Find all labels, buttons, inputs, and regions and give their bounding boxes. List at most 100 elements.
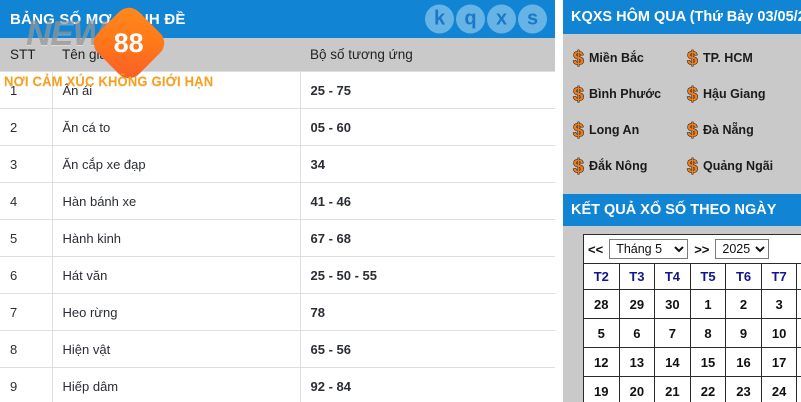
cell-stt: 5	[0, 219, 53, 257]
calendar-day-cell[interactable]: 16	[725, 347, 762, 377]
cell-numbers: 34	[300, 145, 555, 183]
svg-text:$: $	[573, 156, 584, 176]
dollar-icon: $	[571, 84, 586, 104]
calendar-day-cell[interactable]: 12	[583, 347, 620, 377]
weekday-header-t2: T2	[583, 263, 620, 290]
cell-numbers: 78	[300, 293, 555, 331]
svg-text:$: $	[573, 120, 584, 140]
marquee-slogan: NƠI CẢM XÚC KHÔNG GIỚI HẠN	[4, 73, 214, 89]
province-link-tp-hcm[interactable]: $ TP. HCM	[685, 48, 797, 68]
table-row: 3 Ăn cắp xe đạp 34	[0, 145, 555, 183]
cell-numbers: 25 - 75	[300, 71, 555, 109]
cell-numbers: 05 - 60	[300, 108, 555, 146]
calendar-day-cell[interactable]: 13	[618, 347, 656, 377]
table-row: 4 Hàn bánh xe 41 - 46	[0, 182, 555, 220]
calendar-day-cell[interactable]: 23	[725, 376, 762, 402]
calendar-day-cell[interactable]: 14	[654, 347, 691, 377]
province-label: Bình Phước	[589, 87, 662, 101]
year-select[interactable]: 2023202420252026	[715, 239, 770, 259]
kqxs-logo: k q x s	[425, 4, 547, 34]
province-label: Đà Nẵng	[703, 123, 754, 137]
calendar-day-cell[interactable]: 25	[796, 376, 801, 402]
cell-dream-name: Hiện vật	[52, 330, 301, 368]
next-month-button[interactable]: >>	[694, 241, 710, 257]
province-link-b-nh-ph-c[interactable]: $ Bình Phước	[571, 84, 683, 104]
prev-month-button[interactable]: <<	[588, 241, 604, 257]
weekday-header-t7: T7	[760, 263, 798, 290]
sidebar: KQXS HÔM QUA (Thứ Bảy 03/05/2025) $ Miền …	[563, 0, 801, 402]
calendar-day-cell[interactable]: 1	[689, 289, 727, 319]
calendar-weekday-row: T2T3T4T5T6T7CN	[583, 263, 801, 290]
dollar-icon: $	[571, 120, 586, 140]
cell-stt: 3	[0, 145, 53, 183]
dollar-icon-shape: $	[687, 120, 699, 140]
calendar-wrapper: << Tháng 1Tháng 2Tháng 3Tháng 4Tháng 5Th…	[563, 226, 801, 402]
cell-numbers: 65 - 56	[300, 330, 555, 368]
table-row: 5 Hành kinh 67 - 68	[0, 219, 555, 257]
province-link-mi-n-b-c[interactable]: $ Miền Bắc	[571, 48, 683, 68]
province-link-h-u-giang[interactable]: $ Hậu Giang	[685, 84, 797, 104]
cell-stt: 7	[0, 293, 53, 331]
cell-numbers: 67 - 68	[300, 219, 555, 257]
left-panel-header: BẢNG SỐ MƠ ĐÁNH ĐỀ k q x s	[0, 0, 555, 38]
table-row: 8 Hiện vật 65 - 56	[0, 330, 555, 368]
calendar-day-cell[interactable]: 4	[796, 289, 801, 319]
calendar-day-cell[interactable]: 2	[725, 289, 762, 319]
calendar-day-cell[interactable]: 6	[618, 318, 656, 348]
cell-stt: 2	[0, 108, 53, 146]
province-link-n-ng[interactable]: $ Đà Nẵng	[685, 120, 797, 140]
calendar-nav-row: << Tháng 1Tháng 2Tháng 3Tháng 4Tháng 5Th…	[583, 234, 801, 264]
calendar-day-cell[interactable]: 24	[760, 376, 798, 402]
calendar-day-cell[interactable]: 18	[796, 347, 801, 377]
cell-numbers: 92 - 84	[300, 367, 555, 402]
calendar-day-cell[interactable]: 10	[760, 318, 798, 348]
calendar-day-cell[interactable]: 5	[583, 318, 620, 348]
calendar-day-cell[interactable]: 21	[654, 376, 691, 402]
month-select[interactable]: Tháng 1Tháng 2Tháng 3Tháng 4Tháng 5Tháng…	[609, 239, 689, 259]
cell-stt: 4	[0, 182, 53, 220]
province-list: $ Miền Bắc $ TP. HCM $ Bình Phước $ Hậu Giang $ L…	[563, 34, 801, 190]
table-header-row: STT Tên giấc mơ Bộ số tương ứng	[0, 38, 555, 72]
dollar-icon: $	[685, 48, 700, 68]
dollar-icon-shape: $	[573, 120, 585, 140]
dream-number-panel: BẢNG SỐ MƠ ĐÁNH ĐỀ k q x s NEW 88 NƠI CẢ…	[0, 0, 555, 402]
dollar-icon-shape: $	[687, 156, 699, 176]
dollar-icon-shape: $	[687, 48, 699, 68]
calendar-day-cell[interactable]: 28	[583, 289, 620, 319]
cell-dream-name: Hát văn	[52, 256, 301, 294]
calendar-day-cell[interactable]: 11	[796, 318, 801, 348]
province-link-k-n-ng[interactable]: $ Đắk Nông	[571, 156, 683, 176]
svg-text:$: $	[687, 84, 698, 104]
province-link-long-an[interactable]: $ Long An	[571, 120, 683, 140]
cell-numbers: 41 - 46	[300, 182, 555, 220]
table-row: 2 Ăn cá to 05 - 60	[0, 108, 555, 146]
yesterday-results-header: KQXS HÔM QUA (Thứ Bảy 03/05/2025)	[563, 0, 801, 34]
province-label: Long An	[589, 123, 640, 137]
calendar-week-row: 19202122232425	[583, 376, 801, 402]
province-label: Quảng Ngãi	[703, 159, 774, 173]
province-label: Hậu Giang	[703, 87, 766, 101]
table-row: 6 Hát văn 25 - 50 - 55	[0, 256, 555, 294]
calendar-day-cell[interactable]: 30	[654, 289, 691, 319]
logo-letter-x: x	[487, 4, 516, 34]
cell-stt: 9	[0, 367, 53, 402]
calendar-day-cell[interactable]: 8	[689, 318, 727, 348]
yesterday-results-title: KQXS HÔM QUA (Thứ Bảy 03/05/2025)	[571, 9, 801, 25]
cell-dream-name: Ăn cá to	[52, 108, 301, 146]
calendar-day-cell[interactable]: 29	[618, 289, 656, 319]
svg-text:$: $	[687, 120, 698, 140]
dollar-icon: $	[685, 84, 700, 104]
svg-text:$: $	[573, 84, 584, 104]
calendar-day-cell[interactable]: 17	[760, 347, 798, 377]
province-link-qu-ng-ng-i[interactable]: $ Quảng Ngãi	[685, 156, 797, 176]
calendar-day-cell[interactable]: 3	[760, 289, 798, 319]
calendar-day-cell[interactable]: 9	[725, 318, 762, 348]
calendar-day-cell[interactable]: 19	[583, 376, 620, 402]
logo-letter-q: q	[456, 4, 485, 34]
calendar-day-cell[interactable]: 22	[689, 376, 727, 402]
weekday-header-t4: T4	[654, 263, 691, 290]
calendar-day-cell[interactable]: 15	[689, 347, 727, 377]
province-label: Miền Bắc	[589, 51, 644, 65]
calendar-day-cell[interactable]: 7	[654, 318, 691, 348]
calendar-day-cell[interactable]: 20	[618, 376, 656, 402]
